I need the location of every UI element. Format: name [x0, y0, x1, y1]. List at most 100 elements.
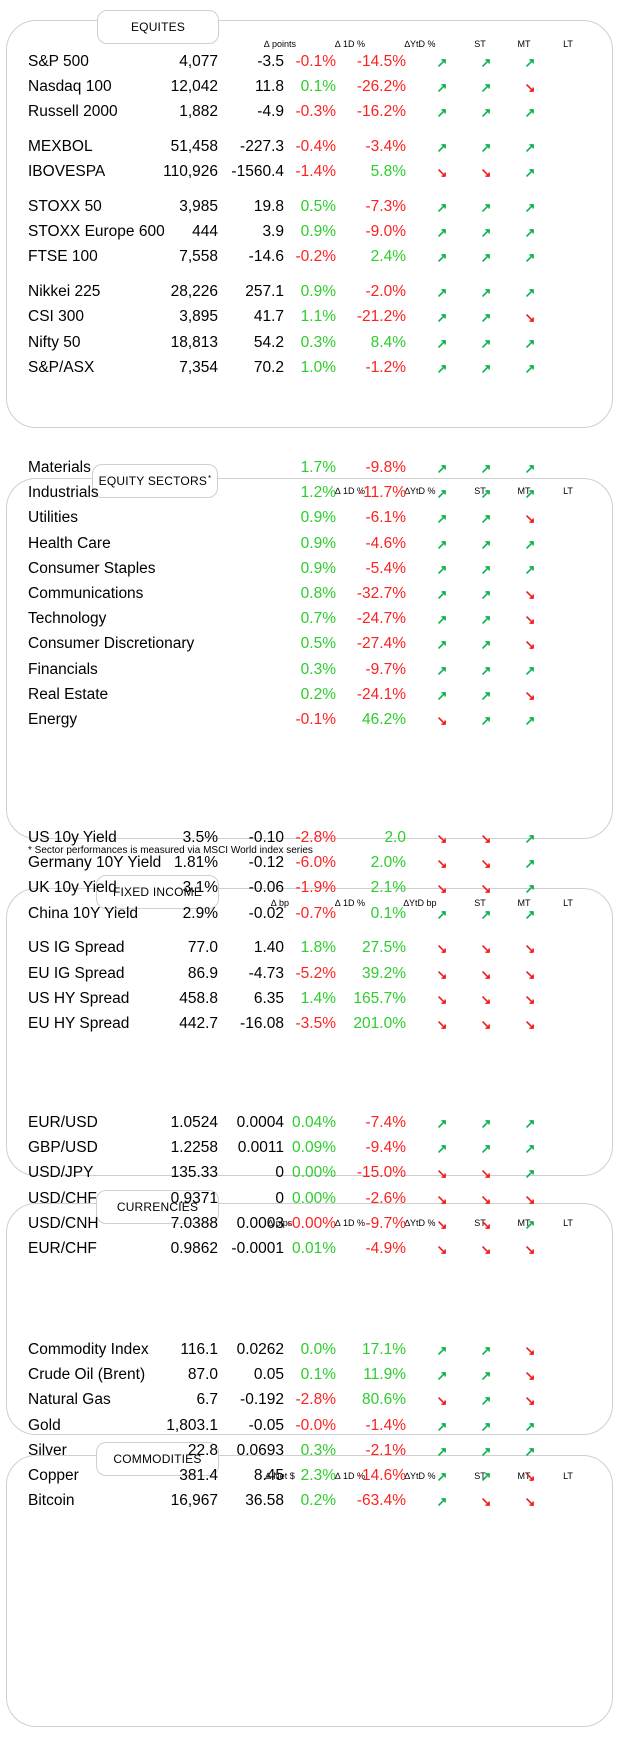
row-name: IBOVESPA — [28, 163, 106, 181]
trend-up-arrow-icon: ↗ — [480, 250, 492, 266]
row-change: 0.0003 — [236, 1214, 284, 1232]
commodities-title-tab: COMMODITIES — [96, 1442, 219, 1476]
fixed-income-header-ytd: ∆YtD bp — [403, 898, 437, 908]
row-ytd-change: -15.0% — [356, 1164, 406, 1182]
row-ytd-change: -16.2% — [356, 103, 406, 121]
row-1d-change: 0.8% — [300, 585, 336, 602]
trend-down-arrow-icon: ↘ — [524, 1494, 536, 1510]
trend-down-arrow-icon: ↘ — [480, 1016, 492, 1032]
table-row: Communications 0.8% -32.7% ↗ ↗ ↘ — [6, 585, 613, 607]
row-name: CSI 300 — [28, 308, 85, 326]
trend-down-arrow-icon: ↘ — [524, 966, 536, 982]
table-row: GBP/USD 1.2258 0.0011 0.09% -9.4% ↗ ↗ ↗ — [6, 1139, 613, 1161]
row-1d-change: 0.9% — [300, 534, 336, 552]
row-change: 70.2 — [253, 358, 284, 376]
equities-header-st: ST — [474, 39, 486, 49]
trend-down-arrow-icon: ↘ — [524, 1343, 536, 1358]
equities-header-mt: MT — [517, 39, 531, 49]
equities-title: EQUITES — [130, 20, 186, 34]
trend-down-arrow-icon: ↘ — [436, 941, 448, 957]
row-name: Utilities — [28, 509, 78, 527]
trend-down-arrow-icon: ↘ — [436, 1016, 448, 1032]
trend-up-arrow-icon: ↗ — [480, 105, 492, 121]
row-price: 7,354 — [179, 358, 218, 376]
row-1d-change: -3.5% — [295, 1014, 337, 1032]
trend-up-arrow-icon: ↗ — [524, 713, 536, 728]
trend-up-arrow-icon: ↗ — [436, 1368, 448, 1384]
trend-up-arrow-icon: ↗ — [480, 1443, 492, 1459]
row-1d-change: -0.3% — [295, 103, 337, 121]
row-change: -0.05 — [248, 1416, 284, 1434]
trend-down-arrow-icon: ↘ — [436, 1191, 448, 1207]
row-price: 444 — [192, 223, 218, 241]
row-1d-change: 0.3% — [300, 660, 336, 678]
commodities-panel — [6, 1455, 613, 1727]
row-ytd-change: -1.2% — [365, 358, 407, 376]
currencies-title: CURRENCIES — [116, 1200, 199, 1214]
trend-up-arrow-icon: ↗ — [524, 856, 536, 872]
row-name: EUR/USD — [28, 1114, 98, 1131]
row-ytd-change: 201.0% — [353, 1014, 406, 1032]
trend-up-arrow-icon: ↗ — [524, 200, 536, 215]
trend-down-arrow-icon: ↘ — [524, 511, 536, 527]
row-change: 19.8 — [253, 198, 284, 215]
row-change: 54.2 — [253, 333, 284, 351]
row-name: US 10y Yield — [28, 829, 117, 846]
trend-up-arrow-icon: ↗ — [524, 1141, 536, 1157]
fixed-income-header-lt: LT — [563, 898, 573, 908]
trend-down-arrow-icon: ↘ — [480, 1166, 492, 1182]
trend-up-arrow-icon: ↗ — [480, 200, 492, 215]
table-row: Real Estate 0.2% -24.1% ↗ ↗ ↘ — [6, 686, 613, 708]
row-price: 442.7 — [179, 1014, 218, 1032]
row-price: 51,458 — [170, 138, 218, 156]
trend-up-arrow-icon: ↗ — [436, 55, 448, 70]
trend-up-arrow-icon: ↗ — [480, 310, 492, 326]
row-1d-change: -0.7% — [295, 904, 337, 922]
trend-up-arrow-icon: ↗ — [480, 713, 492, 728]
table-row: CSI 300 3,895 41.7 1.1% -21.2% ↗ ↗ ↘ — [6, 308, 613, 330]
trend-up-arrow-icon: ↗ — [480, 662, 492, 678]
row-name: Materials — [28, 459, 91, 476]
trend-up-arrow-icon: ↗ — [436, 561, 448, 577]
row-ytd-change: -5.4% — [365, 559, 407, 577]
trend-up-arrow-icon: ↗ — [524, 1216, 536, 1232]
trend-down-arrow-icon: ↘ — [524, 637, 536, 653]
trend-down-arrow-icon: ↘ — [436, 1393, 448, 1409]
table-row: Nasdaq 100 12,042 11.8 0.1% -26.2% ↗ ↗ ↘ — [6, 78, 613, 100]
table-row: Bitcoin 16,967 36.58 0.2% -63.4% ↗ ↘ ↘ — [6, 1492, 613, 1514]
row-ytd-change: -11.7% — [358, 484, 406, 502]
table-row: Nikkei 225 28,226 257.1 0.9% -2.0% ↗ ↗ ↗ — [6, 283, 613, 305]
row-1d-change: 0.9% — [300, 223, 336, 241]
trend-up-arrow-icon: ↗ — [480, 1393, 492, 1409]
row-name: Real Estate — [28, 685, 109, 703]
currencies-header-change: ∆ pips — [267, 1218, 293, 1228]
row-price: 1,803.1 — [166, 1416, 218, 1434]
row-change: -16.08 — [240, 1014, 284, 1032]
row-name: GBP/USD — [28, 1139, 98, 1157]
row-name: USD/CNH — [28, 1214, 99, 1232]
trend-up-arrow-icon: ↗ — [436, 1116, 448, 1131]
row-1d-change: -0.0% — [295, 1416, 337, 1434]
trend-up-arrow-icon: ↗ — [436, 612, 448, 628]
trend-up-arrow-icon: ↗ — [436, 662, 448, 678]
equities-header-change: ∆ points — [263, 39, 297, 49]
table-row: Natural Gas 6.7 -0.192 -2.8% 80.6% ↘ ↗ ↘ — [6, 1391, 613, 1413]
row-1d-change: 0.5% — [300, 198, 336, 215]
row-price: 1.2258 — [170, 1139, 218, 1157]
row-ytd-change: 11.9% — [363, 1366, 406, 1384]
row-name: S&P 500 — [28, 53, 89, 70]
trend-down-arrow-icon: ↘ — [524, 310, 536, 326]
row-name: Communications — [28, 585, 144, 602]
row-1d-change: -0.1% — [295, 711, 337, 728]
trend-up-arrow-icon: ↗ — [436, 637, 448, 653]
row-name: S&P/ASX — [28, 358, 95, 376]
table-row: US IG Spread 77.0 1.40 1.8% 27.5% ↘ ↘ ↘ — [6, 939, 613, 961]
row-name: USD/CHF — [28, 1189, 97, 1207]
trend-up-arrow-icon: ↗ — [436, 687, 448, 703]
row-price: 22.8 — [187, 1441, 218, 1459]
trend-down-arrow-icon: ↘ — [480, 831, 492, 846]
row-ytd-change: -6.1% — [365, 509, 407, 527]
row-price: 16,967 — [170, 1492, 218, 1510]
trend-up-arrow-icon: ↗ — [524, 486, 536, 502]
trend-down-arrow-icon: ↘ — [480, 1216, 492, 1232]
